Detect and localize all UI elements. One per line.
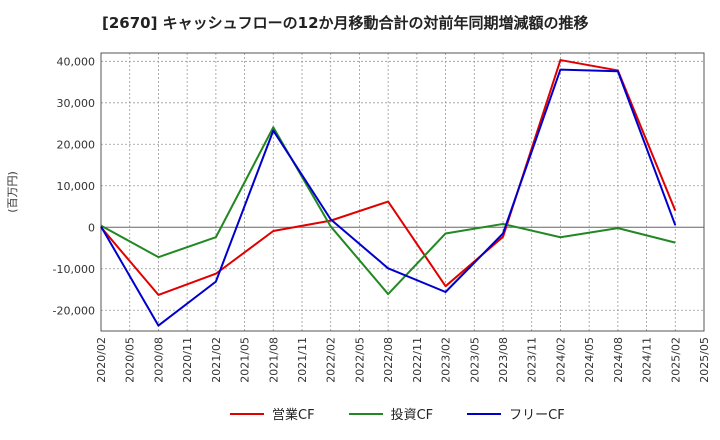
- y-tick-label: 20,000: [57, 138, 96, 151]
- series-lines: [100, 59, 677, 327]
- x-tick-label: 2023/05: [468, 337, 481, 383]
- series-line-フリーCF: [100, 68, 677, 327]
- legend-swatch: [348, 412, 383, 415]
- x-tick-label: 2020/02: [95, 337, 108, 383]
- x-tick-label: 2021/11: [296, 337, 309, 383]
- x-tick-label: 2023/02: [440, 337, 453, 383]
- x-tick-label: 2024/02: [554, 337, 567, 383]
- x-tick-label: 2021/08: [267, 337, 280, 383]
- x-tick-label: 2023/11: [526, 337, 539, 383]
- x-tick-label: 2024/05: [583, 337, 596, 383]
- series-line-営業CF: [100, 59, 677, 296]
- legend: 営業CF 投資CF フリーCF: [230, 404, 565, 423]
- legend-item: 営業CF: [230, 404, 315, 423]
- x-tick-label: 2025/02: [669, 337, 682, 383]
- x-tick-label: 2022/02: [325, 337, 338, 383]
- legend-label: 営業CF: [272, 408, 315, 423]
- tick-labels: 40,000 30,000 20,000 10,000 0 -10,000 -20,000 2…: [6, 55, 711, 382]
- y-tick-label: 40,000: [57, 55, 96, 68]
- x-tick-label: 2021/02: [210, 337, 223, 383]
- plot-frame: [100, 52, 705, 332]
- x-tick-label: 2022/05: [353, 337, 366, 383]
- x-tick-label: 2022/11: [411, 337, 424, 383]
- y-tick-label: 30,000: [57, 97, 96, 110]
- x-tick-label: 2020/08: [152, 337, 165, 383]
- legend-label: 投資CF: [390, 408, 434, 423]
- legend-item: 投資CF: [348, 404, 434, 423]
- x-tick-label: 2020/05: [124, 337, 137, 383]
- y-tick-label: -10,000: [53, 263, 95, 276]
- y-tick-label: -20,000: [53, 304, 95, 317]
- x-tick-label: 2023/08: [497, 337, 510, 383]
- series-line-投資CF: [100, 126, 676, 296]
- x-tick-label: 2024/08: [612, 337, 625, 383]
- x-tick-label: 2021/05: [239, 337, 252, 383]
- x-tick-label: 2020/11: [181, 337, 194, 383]
- legend-label: フリーCF: [509, 408, 565, 423]
- chart-title: [2670] キャッシュフローの12か月移動合計の対前年同期増減額の推移: [102, 14, 589, 32]
- legend-swatch: [230, 412, 264, 415]
- y-tick-label: 10,000: [57, 180, 96, 193]
- legend-item: フリーCF: [467, 404, 565, 423]
- x-tick-label: 2022/08: [382, 337, 395, 383]
- y-axis-label: (百万円): [6, 171, 19, 213]
- x-tick-label: 2024/11: [641, 337, 654, 383]
- axes: [100, 52, 705, 332]
- legend-swatch: [467, 412, 502, 415]
- y-tick-label: 0: [88, 221, 95, 234]
- x-tick-label: 2025/05: [698, 337, 711, 383]
- grid-lines: [100, 53, 705, 331]
